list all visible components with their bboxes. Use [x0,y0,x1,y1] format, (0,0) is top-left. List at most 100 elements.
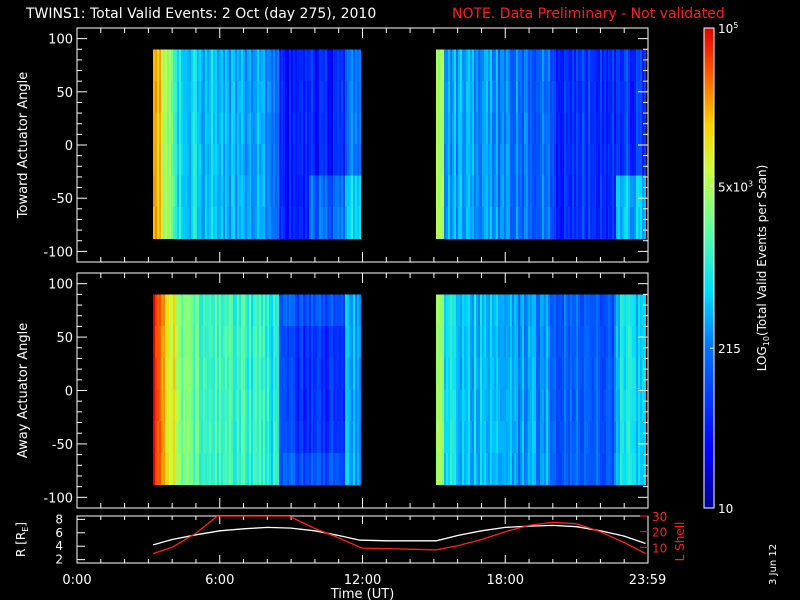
heat-cell [181,389,183,422]
heat-cell [267,80,269,113]
heat-cell [295,326,297,359]
heat-cell [359,49,361,82]
heat-cell [231,143,233,177]
heat-cell [618,112,620,145]
heat-cell [205,207,207,240]
heat-cell [524,175,526,208]
heat-cell [444,49,446,82]
heat-cell [159,49,161,82]
heat-cell [245,389,247,422]
heat-cell [323,80,325,113]
heat-cell [442,452,444,486]
heat-cell [610,175,612,208]
heat-cell [297,421,299,454]
heat-cell [512,49,514,82]
heat-cell [211,326,213,359]
heat-cell [632,80,634,113]
heat-cell [305,326,307,359]
heat-cell [612,421,614,454]
heat-cell [576,49,578,82]
heat-cell [456,143,458,177]
heat-cell [327,112,329,145]
heat-cell [179,143,181,177]
heat-cell [253,175,255,208]
heat-cell [229,112,231,145]
heat-cell [211,207,213,240]
heat-cell [598,175,600,208]
heat-cell [482,452,484,486]
heat-cell [514,326,516,359]
heat-cell [520,294,522,327]
heat-cell [612,112,614,145]
heat-cell [305,452,307,486]
heat-cell [452,294,454,327]
heat-cell [157,207,159,240]
heat-cell [570,452,572,486]
heat-cell [187,326,189,359]
heat-cell [347,80,349,113]
heat-cell [476,207,478,240]
heat-cell [494,49,496,82]
heat-cell [606,49,608,82]
heat-cell [614,452,616,486]
heat-cell [285,207,287,240]
heat-cell [269,49,271,82]
heat-cell [173,175,175,208]
heat-cell [480,143,482,177]
heat-cell [351,357,353,390]
heat-cell [494,326,496,359]
heat-cell [528,326,530,359]
heat-cell [209,326,211,359]
heat-cell [500,80,502,113]
heat-cell [498,143,500,177]
heat-cell [257,452,259,486]
orbit-lines [152,516,646,555]
heat-cell [538,175,540,208]
heat-cell [556,80,558,113]
heat-cell [634,80,636,113]
heat-cell [197,143,199,177]
heat-cell [227,452,229,486]
heat-cell [594,294,596,327]
heat-cell [195,207,197,240]
heat-cell [239,294,241,327]
heat-cell [628,389,630,422]
heat-cell [309,294,311,327]
heat-cell [502,80,504,113]
heat-cell [269,452,271,486]
heat-cell [518,421,520,454]
heat-cell [578,421,580,454]
heat-cell [259,175,261,208]
heat-cell [536,175,538,208]
heat-cell [225,452,227,486]
heat-cell [478,294,480,327]
heat-cell [183,49,185,82]
heat-cell [614,326,616,359]
heat-cell [193,49,195,82]
heat-cell [550,452,552,486]
heat-cell [259,326,261,359]
heat-cell [161,175,163,208]
heat-cell [341,452,343,486]
heat-cell [197,175,199,208]
heat-cell [173,421,175,454]
heat-cell [484,421,486,454]
heat-cell [325,80,327,113]
heat-cell [357,452,359,486]
heat-cell [448,326,450,359]
heat-cell [185,143,187,177]
heat-cell [604,80,606,113]
heat-cell [534,357,536,390]
heat-cell [217,80,219,113]
heat-cell [542,49,544,82]
heat-cell [442,175,444,208]
y-tick-label: 0 [65,139,73,154]
heat-cell [217,207,219,240]
heat-cell [566,112,568,145]
heat-cell [247,294,249,327]
heat-cell [185,389,187,422]
heat-cell [183,389,185,422]
heat-cell [574,389,576,422]
heat-cell [564,175,566,208]
heat-cell [510,112,512,145]
